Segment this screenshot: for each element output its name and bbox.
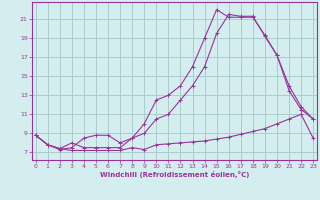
X-axis label: Windchill (Refroidissement éolien,°C): Windchill (Refroidissement éolien,°C) bbox=[100, 171, 249, 178]
